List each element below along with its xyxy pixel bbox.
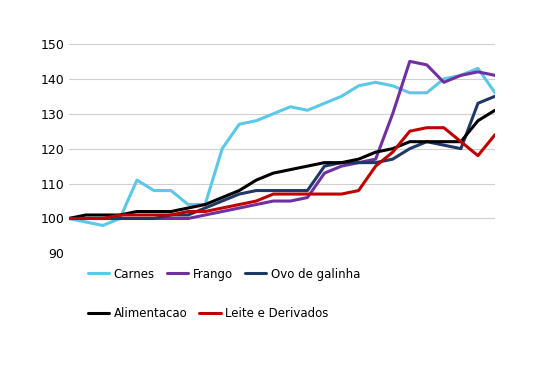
- Legend: Alimentacao, Leite e Derivados: Alimentacao, Leite e Derivados: [83, 302, 333, 325]
